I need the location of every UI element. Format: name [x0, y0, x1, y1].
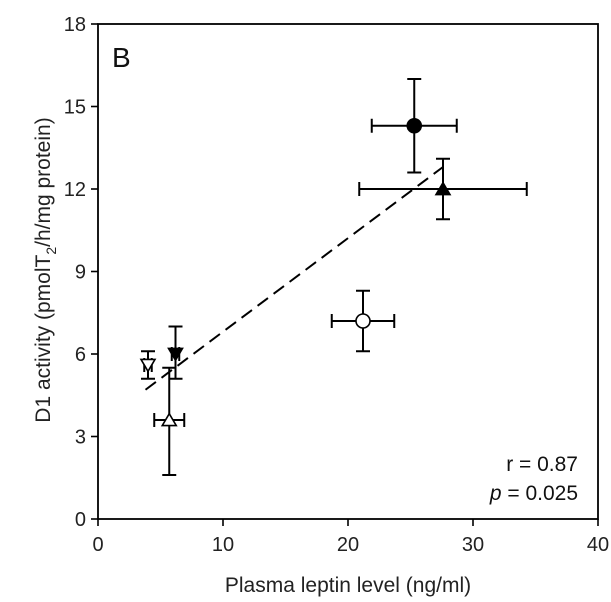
- marker-1: [434, 181, 452, 196]
- x-tick-label-1: 10: [212, 534, 234, 556]
- y-tick-label-3: 9: [75, 262, 86, 284]
- data-point-0: [370, 78, 458, 174]
- y-axis-label-main: D1 activity (pmolT: [32, 254, 55, 422]
- marker-5: [160, 412, 178, 427]
- p-value: = 0.025: [502, 482, 578, 505]
- marker-0: [406, 117, 423, 134]
- r-value-label: r = 0.87: [506, 453, 578, 476]
- plot-marks: [139, 78, 528, 476]
- y-tick-label-1: 3: [75, 427, 86, 449]
- x-axis-label: Plasma leptin level (ng/ml): [225, 574, 471, 597]
- data-point-2: [330, 289, 396, 353]
- y-tick-label-2: 6: [75, 344, 86, 366]
- plot-frame: [97, 23, 599, 520]
- x-tick-label-4: 40: [587, 534, 609, 556]
- y-tick-label-4: 12: [64, 179, 86, 201]
- data-point-4: [139, 350, 157, 380]
- p-value-label: p = 0.025: [489, 482, 578, 505]
- y-tick-label-6: 18: [64, 14, 86, 36]
- marker-3: [167, 347, 184, 362]
- y-axis-label-subscript: 2: [43, 247, 59, 255]
- data-point-5: [153, 366, 186, 476]
- x-tick-label-3: 30: [462, 534, 484, 556]
- trend-line: [144, 166, 444, 391]
- y-tick-label-5: 15: [64, 97, 86, 119]
- panel-label: B: [112, 42, 131, 73]
- x-tick-label-0: 0: [92, 534, 103, 556]
- plot-axes: 0 10 20 30 40 0 3 6 9 12 15 18: [64, 14, 609, 556]
- marker-2: [355, 313, 371, 329]
- data-point-3: [167, 325, 184, 380]
- y-axis-label-tail: /h/mg protein): [32, 117, 55, 247]
- x-tick-label-2: 20: [337, 534, 359, 556]
- y-tick-label-0: 0: [75, 509, 86, 531]
- marker-4: [139, 358, 157, 373]
- y-axis-label: D1 activity (pmolT2/h/mg protein): [32, 117, 59, 422]
- data-point-1: [358, 157, 528, 221]
- p-symbol: p: [489, 482, 502, 505]
